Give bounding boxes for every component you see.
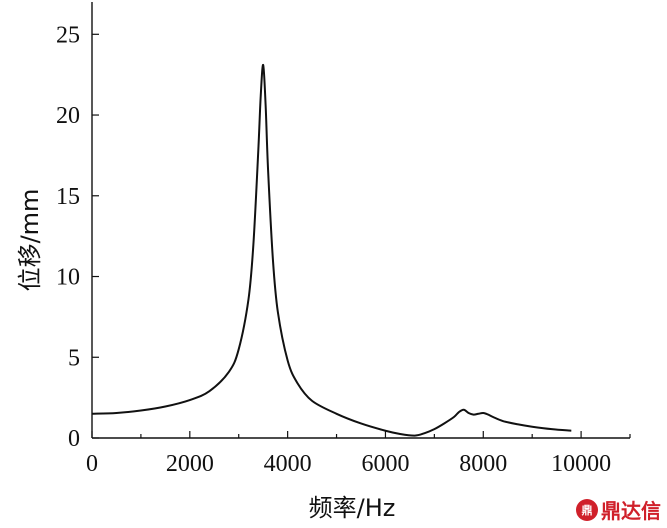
x-tick-label: 0 [86,451,98,477]
y-axis-title: 位移/mm [16,189,44,292]
y-tick-label: 10 [56,265,80,291]
watermark: 鼎 鼎达信 [576,495,661,524]
x-axis-title: 频率/Hz [309,494,396,522]
x-tick-label: 2000 [166,451,214,477]
y-tick-label: 15 [56,184,80,210]
x-tick-label: 4000 [264,451,312,477]
ticks: 0 2000 4000 6000 8000 10000 0 5 10 15 20 25 [56,22,631,477]
watermark-text: 鼎达信 [601,499,661,523]
y-tick-label: 0 [68,426,80,452]
x-tick-label: 10000 [551,451,611,477]
series-group [91,63,572,437]
axes [91,2,630,439]
x-tick-label: 6000 [361,451,409,477]
y-tick-label: 25 [56,22,80,48]
x-tick-label: 8000 [459,451,507,477]
series-line-0 [91,63,572,437]
y-tick-label: 5 [68,345,80,371]
watermark-logo-icon: 鼎 [576,498,598,521]
y-tick-label: 20 [56,103,80,129]
